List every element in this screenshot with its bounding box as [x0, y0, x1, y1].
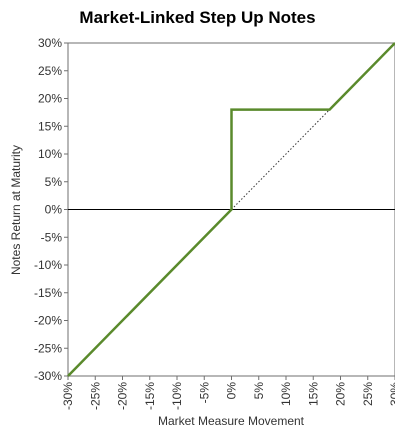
y-tick-label: -5%	[41, 230, 63, 244]
y-tick-label: 30%	[38, 36, 62, 50]
y-tick-label: 10%	[38, 147, 62, 161]
y-axis-ticks: 30% 25% 20% 15% 10% 5% 0% -5% -10% -15% -20% -25% -3…	[34, 36, 68, 383]
x-tick-label: -10%	[170, 382, 184, 410]
y-tick-label: 20%	[38, 92, 62, 106]
x-axis-title: Market Measure Movement	[158, 414, 305, 428]
x-tick-label: 5%	[252, 382, 266, 400]
x-tick-label: 15%	[306, 382, 320, 406]
y-tick-label: 15%	[38, 119, 62, 133]
y-axis-title: Notes Return at Maturity	[9, 145, 23, 275]
y-tick-label: -25%	[34, 341, 62, 355]
y-tick-label: -20%	[34, 314, 62, 328]
x-axis-ticks: -30% -25% -20% -15% -10% -5% 0% 5% 10% 15% 20% 25% 3…	[61, 376, 395, 410]
x-tick-label: 30%	[388, 382, 395, 406]
y-tick-label: -15%	[34, 286, 62, 300]
y-tick-label: -10%	[34, 258, 62, 272]
x-tick-label: 0%	[225, 382, 239, 400]
chart-title: Market-Linked Step Up Notes	[79, 8, 316, 27]
reference-dotted-line	[231, 109, 330, 210]
x-tick-label: 25%	[361, 382, 375, 406]
x-tick-label: -15%	[143, 382, 157, 410]
x-tick-label: 10%	[279, 382, 293, 406]
y-tick-label: 25%	[38, 64, 62, 78]
notes-return-line	[67, 42, 395, 377]
x-tick-label: -5%	[197, 382, 211, 404]
x-tick-label: -25%	[88, 382, 102, 410]
series-lines	[67, 42, 395, 377]
y-tick-label: 0%	[45, 203, 63, 217]
x-tick-label: 20%	[334, 382, 348, 406]
x-tick-label: -20%	[116, 382, 130, 410]
x-tick-label: -30%	[61, 382, 75, 410]
y-tick-label: -30%	[34, 369, 62, 383]
y-tick-label: 5%	[45, 175, 63, 189]
